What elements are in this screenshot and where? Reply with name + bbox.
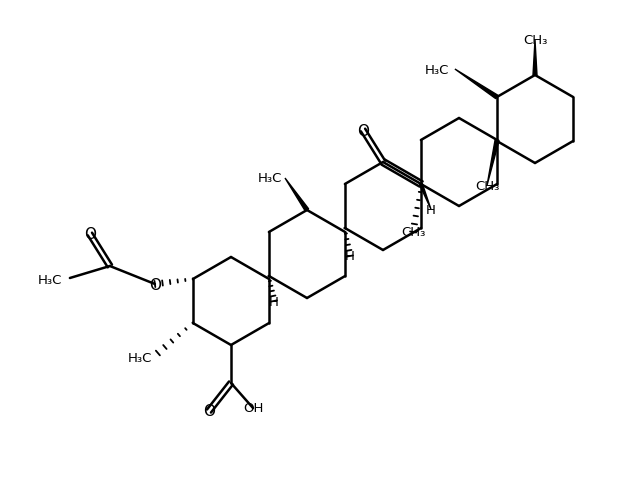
Polygon shape bbox=[533, 41, 537, 76]
Polygon shape bbox=[285, 179, 308, 212]
Polygon shape bbox=[419, 184, 431, 210]
Text: H₃C: H₃C bbox=[425, 63, 449, 76]
Text: H: H bbox=[426, 203, 436, 216]
Text: O: O bbox=[84, 227, 96, 242]
Text: H₃C: H₃C bbox=[258, 172, 282, 185]
Text: O: O bbox=[203, 404, 215, 419]
Text: CH₃: CH₃ bbox=[523, 35, 547, 48]
Text: H: H bbox=[269, 295, 279, 308]
Text: O: O bbox=[149, 277, 161, 292]
Text: H: H bbox=[345, 250, 355, 263]
Polygon shape bbox=[455, 70, 498, 99]
Polygon shape bbox=[487, 140, 499, 186]
Text: OH: OH bbox=[243, 402, 263, 415]
Text: H₃C: H₃C bbox=[128, 352, 152, 365]
Text: CH₃: CH₃ bbox=[475, 179, 499, 192]
Text: CH₃: CH₃ bbox=[401, 226, 426, 239]
Text: O: O bbox=[357, 123, 369, 138]
Text: H₃C: H₃C bbox=[38, 274, 62, 287]
